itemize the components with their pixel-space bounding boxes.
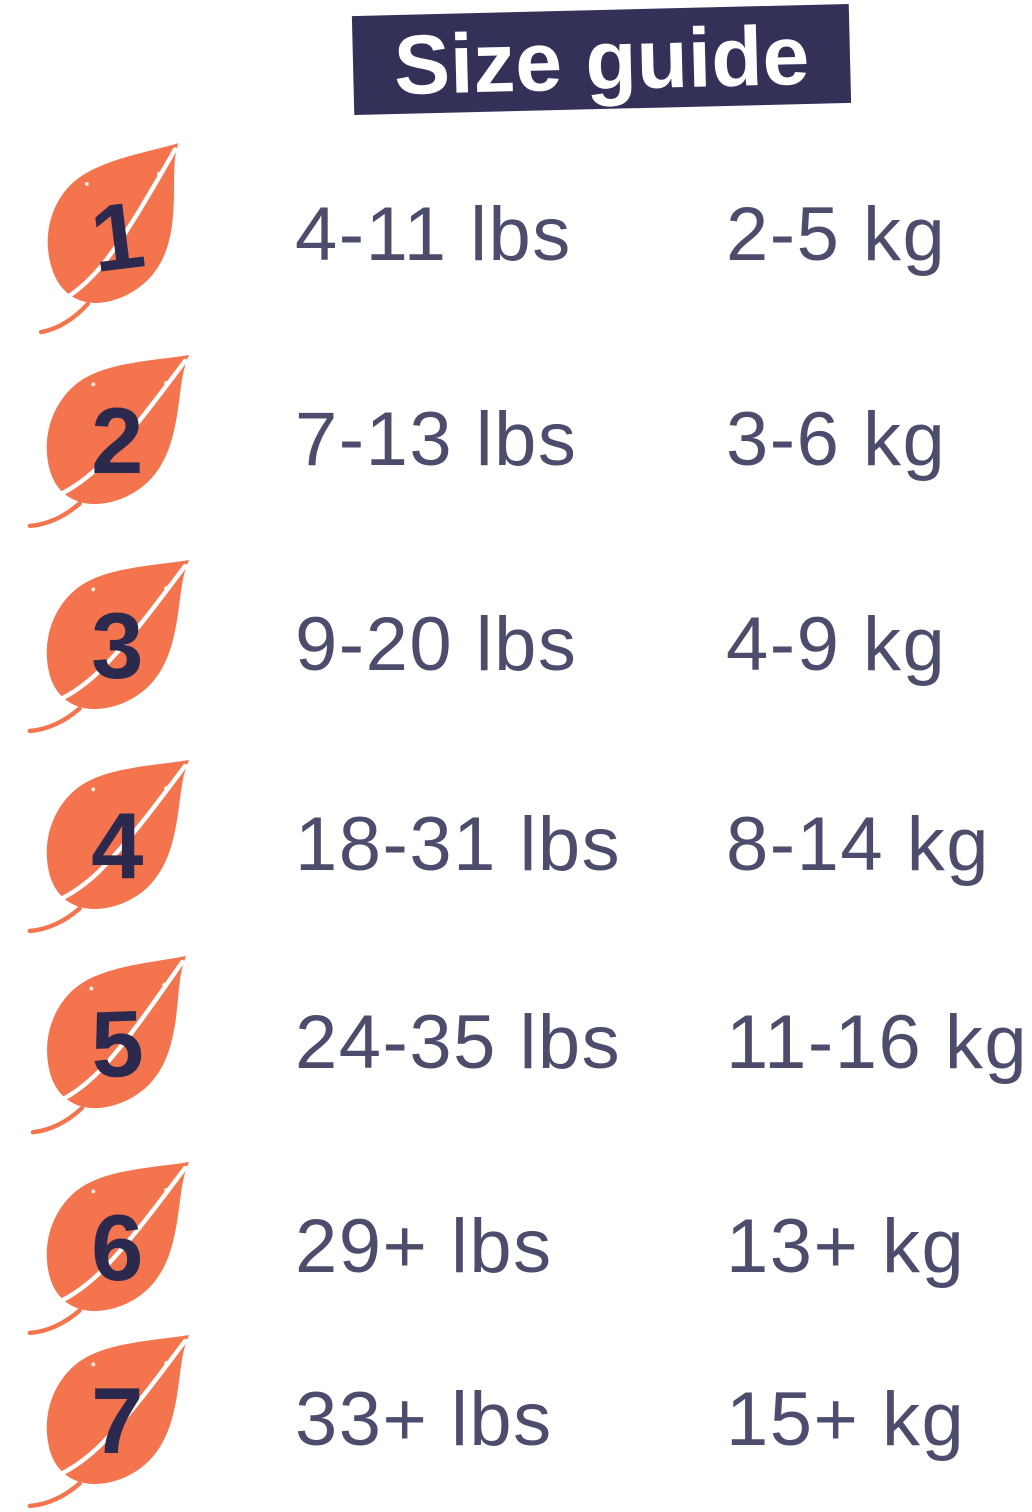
leaf-icon: 1 [14,130,240,339]
size-row-6: 6 29+ lbs 13+ kg [0,1154,1032,1339]
weight-lbs-value: 7-13 lbs [295,396,578,482]
leaf-size-number: 3 [91,593,144,699]
leaf-icon: 5 [22,946,233,1138]
leaf-size-number: 7 [91,1368,144,1474]
weight-kg-value: 2-5 kg [726,191,947,277]
leaf-icon: 4 [25,752,230,937]
weight-kg-value: 8-14 kg [726,801,990,887]
leaf-size-number: 1 [85,181,150,293]
leaf-icon: 6 [25,1154,230,1339]
leaf-size-number: 4 [91,793,144,899]
size-guide-banner: Size guide [351,3,852,116]
leaf-icon: 2 [25,347,230,532]
leaf-icon: 3 [25,552,230,737]
leaf-size-number: 2 [91,388,144,494]
size-row-3: 3 9-20 lbs 4-9 kg [0,552,1032,737]
leaf-icon: 7 [25,1327,230,1512]
size-row-1: 1 4-11 lbs 2-5 kg [0,142,1032,327]
weight-lbs-value: 9-20 lbs [295,601,578,687]
weight-kg-value: 13+ kg [726,1203,966,1289]
weight-lbs-value: 33+ lbs [295,1376,553,1462]
weight-lbs-value: 18-31 lbs [295,801,622,887]
weight-lbs-value: 24-35 lbs [295,999,622,1085]
size-row-5: 5 24-35 lbs 11-16 kg [0,950,1032,1135]
leaf-size-number: 6 [91,1195,144,1301]
weight-kg-value: 3-6 kg [726,396,947,482]
weight-lbs-value: 29+ lbs [295,1203,553,1289]
page-title: Size guide [392,7,811,112]
weight-kg-value: 4-9 kg [726,601,947,687]
leaf-size-number: 5 [89,990,146,1098]
size-row-7: 7 33+ lbs 15+ kg [0,1327,1032,1512]
size-row-4: 4 18-31 lbs 8-14 kg [0,752,1032,937]
weight-lbs-value: 4-11 lbs [295,191,572,277]
weight-kg-value: 15+ kg [726,1376,966,1462]
size-row-2: 2 7-13 lbs 3-6 kg [0,347,1032,532]
weight-kg-value: 11-16 kg [726,999,1029,1085]
